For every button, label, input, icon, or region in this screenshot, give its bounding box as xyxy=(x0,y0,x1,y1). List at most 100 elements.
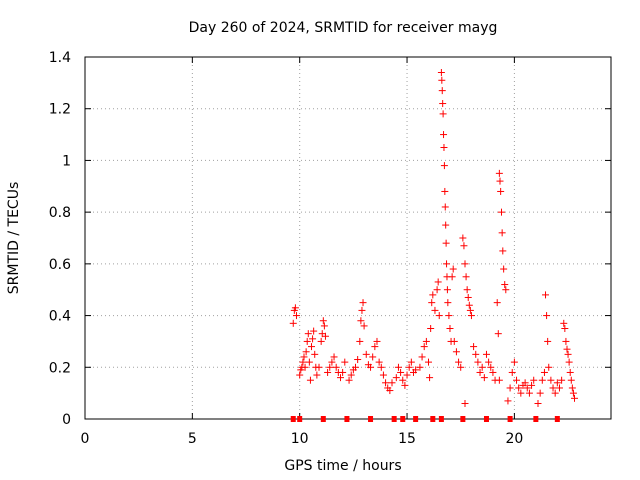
data-point xyxy=(462,273,470,281)
data-point xyxy=(446,325,454,332)
data-point xyxy=(358,306,366,314)
data-point xyxy=(379,371,387,379)
data-point xyxy=(354,356,362,364)
gap-marker xyxy=(290,416,296,422)
data-point xyxy=(498,229,506,237)
data-point xyxy=(386,387,394,395)
data-point xyxy=(563,345,571,353)
data-point xyxy=(377,363,385,371)
data-point xyxy=(412,366,420,374)
data-point xyxy=(328,358,336,366)
data-point xyxy=(336,374,344,382)
data-point xyxy=(445,312,453,320)
gap-marker xyxy=(344,416,350,422)
gap-marker xyxy=(368,416,374,422)
data-point xyxy=(362,350,370,358)
gap-marker xyxy=(297,416,303,422)
data-point xyxy=(440,162,448,170)
data-point xyxy=(302,348,310,356)
data-point xyxy=(315,363,323,371)
data-point xyxy=(480,374,488,382)
data-point xyxy=(356,337,364,345)
gap-markers xyxy=(290,416,560,422)
data-point xyxy=(339,368,347,376)
axis-ticks xyxy=(84,56,611,420)
data-point xyxy=(352,363,360,371)
data-point xyxy=(460,242,468,250)
data-point xyxy=(440,144,448,151)
data-point xyxy=(565,358,573,366)
y-tick-label: 0.2 xyxy=(49,360,71,376)
data-point xyxy=(564,350,572,358)
gap-marker xyxy=(320,416,326,422)
data-point xyxy=(306,376,314,384)
data-point xyxy=(321,332,329,340)
data-point xyxy=(459,234,467,242)
data-point xyxy=(538,376,546,384)
data-point xyxy=(443,286,451,294)
data-point xyxy=(495,376,503,384)
data-point xyxy=(310,327,318,335)
data-point xyxy=(569,389,577,397)
data-point xyxy=(493,299,501,307)
data-point xyxy=(439,100,447,108)
data-point xyxy=(369,353,377,361)
data-point xyxy=(500,265,508,273)
data-point xyxy=(555,384,563,392)
data-point xyxy=(448,273,456,281)
y-tick-label: 1.2 xyxy=(49,102,71,118)
x-tick-label: 15 xyxy=(398,431,416,447)
data-point xyxy=(442,239,450,247)
data-point xyxy=(499,247,507,255)
data-point xyxy=(437,69,445,77)
gap-marker xyxy=(554,416,560,422)
y-axis-label: SRMTID / TECUs xyxy=(6,182,22,295)
data-point xyxy=(341,358,349,366)
data-point xyxy=(326,363,334,371)
data-point xyxy=(455,358,463,366)
gap-marker xyxy=(430,416,436,422)
data-point xyxy=(523,384,531,392)
data-point xyxy=(317,337,325,345)
data-point xyxy=(434,278,442,286)
data-point xyxy=(504,397,512,405)
data-point xyxy=(345,376,353,384)
data-point xyxy=(482,350,490,358)
x-tick-labels: 0 5 10 15 20 xyxy=(81,431,524,447)
gap-marker xyxy=(413,416,419,422)
y-tick-label: 0.6 xyxy=(49,257,71,273)
data-point xyxy=(450,337,458,345)
data-point xyxy=(463,286,471,294)
data-point xyxy=(542,291,550,299)
data-point xyxy=(489,368,497,376)
data-point xyxy=(319,317,327,325)
chart-title: Day 260 of 2024, SRMTID for receiver may… xyxy=(189,20,498,36)
data-point xyxy=(561,325,569,332)
data-point xyxy=(291,304,299,312)
gap-marker xyxy=(483,416,489,422)
gap-marker xyxy=(533,416,539,422)
data-point xyxy=(558,376,566,384)
data-point xyxy=(425,358,433,366)
data-point xyxy=(560,319,568,327)
data-point xyxy=(476,368,484,376)
data-point xyxy=(472,350,480,358)
data-point xyxy=(399,376,407,384)
data-point xyxy=(466,306,474,314)
data-point xyxy=(566,368,574,376)
data-point xyxy=(435,312,443,320)
y-tick-label: 0.8 xyxy=(49,205,71,221)
gap-marker xyxy=(460,416,466,422)
data-point xyxy=(465,301,473,309)
data-point xyxy=(441,203,449,211)
data-point xyxy=(373,337,381,345)
data-point xyxy=(431,306,439,314)
data-point xyxy=(403,371,411,379)
plot-frame xyxy=(84,56,612,420)
data-point xyxy=(367,363,375,371)
data-point xyxy=(371,343,379,351)
data-point xyxy=(439,110,447,118)
x-axis-label: GPS time / hours xyxy=(284,458,401,474)
y-tick-label: 1.4 xyxy=(49,50,71,66)
data-point xyxy=(494,330,502,338)
